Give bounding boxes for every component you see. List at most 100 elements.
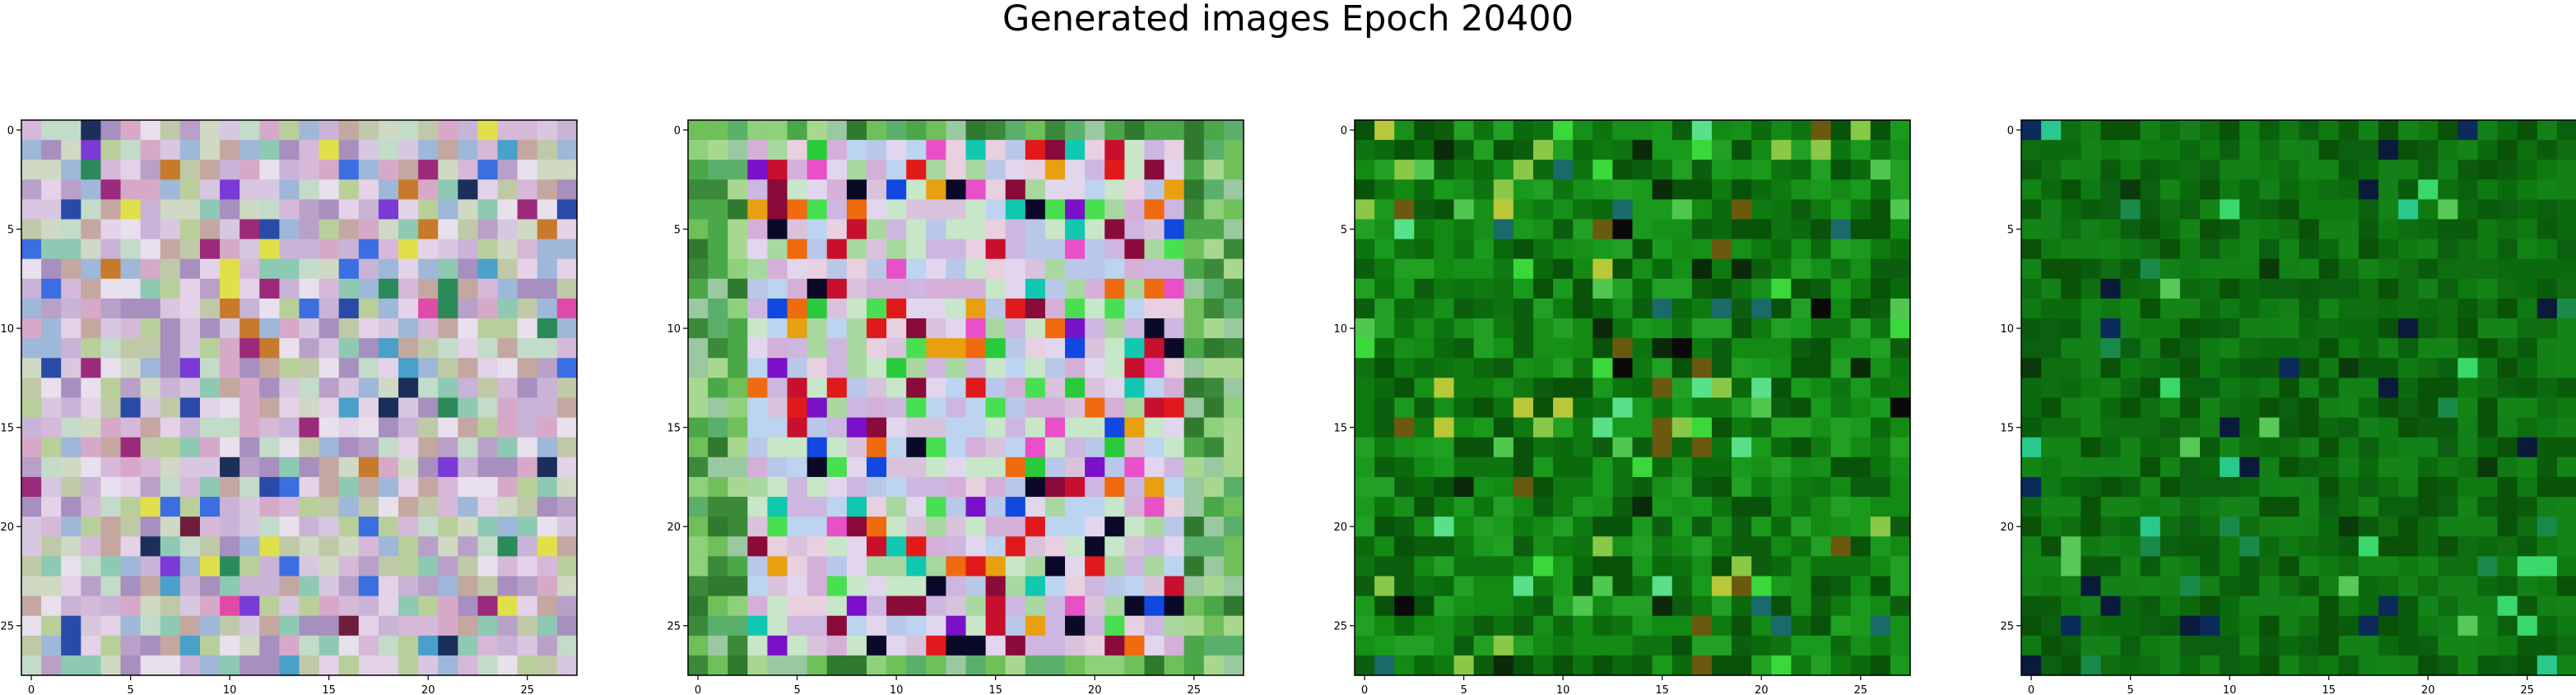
- pixel-cell: [866, 655, 887, 676]
- pixel-cell: [1223, 199, 1244, 220]
- pixel-cell: [1374, 556, 1395, 577]
- pixel-cell: [2418, 278, 2439, 299]
- pixel-cell: [1473, 298, 1495, 319]
- pixel-cell: [708, 120, 728, 141]
- pixel-cell: [1553, 160, 1574, 180]
- pixel-cell: [1223, 338, 1244, 359]
- pixel-cell: [418, 278, 439, 299]
- pixel-cell: [21, 358, 42, 378]
- pixel-cell: [1593, 437, 1613, 458]
- pixel-cell: [2081, 595, 2102, 617]
- pixel-cell: [926, 437, 946, 458]
- pixel-cell: [2536, 258, 2558, 280]
- pixel-cell: [866, 338, 887, 359]
- pixel-cell: [398, 258, 419, 280]
- pixel-cell: [61, 219, 81, 240]
- pixel-cell: [358, 298, 379, 319]
- pixel-cell: [2477, 615, 2499, 637]
- pixel-cell: [1394, 456, 1415, 478]
- pixel-cell: [1711, 298, 1732, 319]
- pixel-cell: [458, 576, 479, 597]
- pixel-cell: [556, 258, 578, 280]
- pixel-cell: [1672, 239, 1693, 260]
- pixel-cell: [2239, 358, 2260, 378]
- pixel-cell: [1355, 219, 1375, 240]
- pixel-cell: [338, 476, 360, 498]
- pixel-cell: [239, 219, 260, 240]
- pixel-cell: [1434, 615, 1455, 637]
- pixel-cell: [41, 595, 62, 617]
- pixel-cell: [1144, 595, 1165, 617]
- x-tick-label: 5: [2127, 684, 2133, 695]
- pixel-cell: [2497, 120, 2518, 141]
- pixel-cell: [1850, 258, 1872, 280]
- pixel-cell: [1532, 536, 1554, 557]
- pixel-cell: [767, 437, 788, 458]
- pixel-cell: [2318, 358, 2340, 378]
- pixel-cell: [1811, 239, 1832, 260]
- pixel-cell: [2497, 517, 2518, 537]
- pixel-cell: [2239, 497, 2260, 517]
- pixel-cell: [1691, 278, 1713, 299]
- pixel-cell: [1513, 576, 1534, 597]
- pixel-cell: [2100, 476, 2122, 498]
- pixel-cell: [378, 536, 399, 557]
- pixel-cell: [728, 397, 748, 419]
- pixel-cell: [279, 378, 300, 399]
- pixel-cell: [378, 199, 399, 220]
- pixel-cell: [1223, 239, 1244, 260]
- pixel-cell: [179, 556, 201, 577]
- pixel-cell: [2100, 576, 2122, 597]
- pixel-cell: [1691, 417, 1713, 438]
- pixel-cell: [2457, 298, 2479, 319]
- pixel-cell: [1414, 456, 1435, 478]
- pixel-cell: [1434, 397, 1455, 419]
- pixel-cell: [1473, 655, 1495, 676]
- pixel-cell: [2438, 655, 2458, 676]
- pixel-cell: [1593, 635, 1613, 656]
- pixel-cell: [1830, 160, 1852, 180]
- pixel-cell: [926, 160, 946, 180]
- pixel-cell: [787, 576, 808, 597]
- pixel-cell: [100, 576, 122, 597]
- pixel-cell: [120, 615, 142, 637]
- pixel-cell: [398, 160, 419, 180]
- pixel-cell: [2457, 278, 2479, 299]
- pixel-cell: [81, 497, 102, 517]
- pixel-cell: [2220, 199, 2240, 220]
- pixel-cell: [1223, 497, 1244, 517]
- pixel-cell: [2536, 140, 2558, 160]
- pixel-cell: [160, 615, 181, 637]
- pixel-cell: [100, 476, 122, 498]
- pixel-cell: [2457, 635, 2479, 656]
- pixel-cell: [2477, 239, 2499, 260]
- pixel-cell: [1473, 120, 1495, 141]
- pixel-cell: [1593, 517, 1613, 537]
- pixel-cell: [259, 140, 280, 160]
- pixel-cell: [358, 140, 379, 160]
- pixel-cell: [1850, 497, 1872, 517]
- pixel-cell: [1672, 595, 1693, 617]
- pixel-cell: [2378, 437, 2399, 458]
- pixel-cell: [438, 397, 458, 419]
- pixel-cell: [2220, 338, 2240, 359]
- pixel-cell: [477, 358, 499, 378]
- pixel-cell: [458, 556, 479, 577]
- pixel-cell: [1223, 378, 1244, 399]
- pixel-cell: [1513, 497, 1534, 517]
- pixel-cell: [1672, 140, 1693, 160]
- pixel-cell: [1044, 635, 1066, 656]
- pixel-cell: [299, 417, 320, 438]
- pixel-cell: [2497, 476, 2518, 498]
- pixel-cell: [2041, 179, 2062, 201]
- pixel-cell: [1355, 338, 1375, 359]
- pixel-cell: [319, 536, 340, 557]
- pixel-cell: [1553, 278, 1574, 299]
- pixel-cell: [1691, 120, 1713, 141]
- pixel-cell: [2100, 437, 2122, 458]
- pixel-cell: [199, 536, 221, 557]
- pixel-cell: [2021, 615, 2042, 637]
- pixel-cell: [708, 397, 728, 419]
- pixel-cell: [2418, 378, 2439, 399]
- pixel-cell: [418, 655, 439, 676]
